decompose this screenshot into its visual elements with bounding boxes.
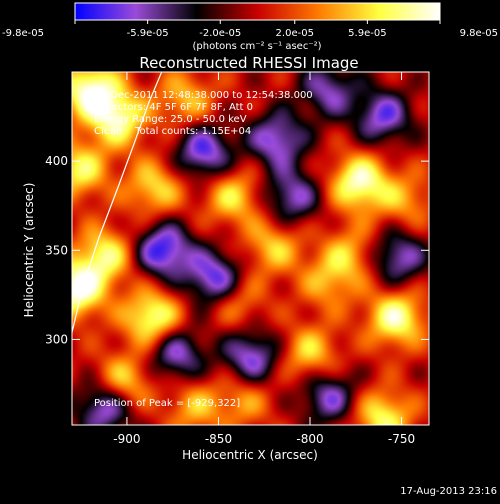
heatmap-image: [72, 72, 429, 425]
colorbar-tick-label: 2.0e-05: [276, 28, 314, 39]
colorbar: -9.8e-05 -5.9e-05 -2.0e-05 2.0e-05 5.9e-05 9.…: [2, 2, 498, 52]
x-axis-label: Heliocentric X (arcsec): [182, 448, 318, 462]
y-tick-label: 350: [45, 243, 68, 257]
info-time-range: 13-Dec-2011 12:48:38.000 to 12:54:38.000: [94, 90, 313, 101]
colorbar-tick-label: -5.9e-05: [127, 28, 169, 39]
x-tick-label: -900: [113, 432, 140, 446]
chart-title: Reconstructed RHESSI Image: [139, 54, 358, 72]
peak-position-label: Position of Peak = [-929,322]: [94, 398, 240, 409]
render-timestamp: 17-Aug-2013 23:16: [400, 486, 497, 497]
colorbar-tick-label: -9.8e-05: [2, 28, 44, 39]
colorbar-gradient: [74, 2, 441, 21]
y-axis-label: Heliocentric Y (arcsec): [22, 183, 36, 318]
y-tick-label: 300: [45, 332, 68, 346]
x-axis-ticks: -900 -850 -800 -750: [113, 72, 415, 446]
colorbar-tick-label: 9.8e-05: [460, 28, 498, 39]
colorbar-unit-label: (photons cm⁻² s⁻¹ asec⁻²): [192, 41, 321, 52]
colorbar-tick-label: -2.0e-05: [199, 28, 241, 39]
x-tick-label: -800: [296, 432, 323, 446]
info-clean-counts: Clean Total counts: 1.15E+04: [94, 126, 251, 137]
colorbar-ticks: -9.8e-05 -5.9e-05 -2.0e-05 2.0e-05 5.9e-05 9.…: [2, 20, 498, 39]
heatmap-area: [72, 72, 429, 425]
y-tick-label: 400: [45, 154, 68, 168]
info-detectors: Detectors: 4F 5F 6F 7F 8F, Att 0: [94, 102, 253, 113]
x-tick-label: -850: [205, 432, 232, 446]
observation-info: 13-Dec-2011 12:48:38.000 to 12:54:38.000…: [94, 90, 313, 137]
colorbar-tick-label: 5.9e-05: [348, 28, 386, 39]
x-tick-label: -750: [388, 432, 415, 446]
y-axis-ticks: 300 350 400: [45, 154, 429, 346]
info-energy-range: Energy Range: 25.0 - 50.0 keV: [94, 114, 247, 125]
plot-frame: [71, 71, 430, 426]
solar-limb-arc: [72, 72, 163, 333]
